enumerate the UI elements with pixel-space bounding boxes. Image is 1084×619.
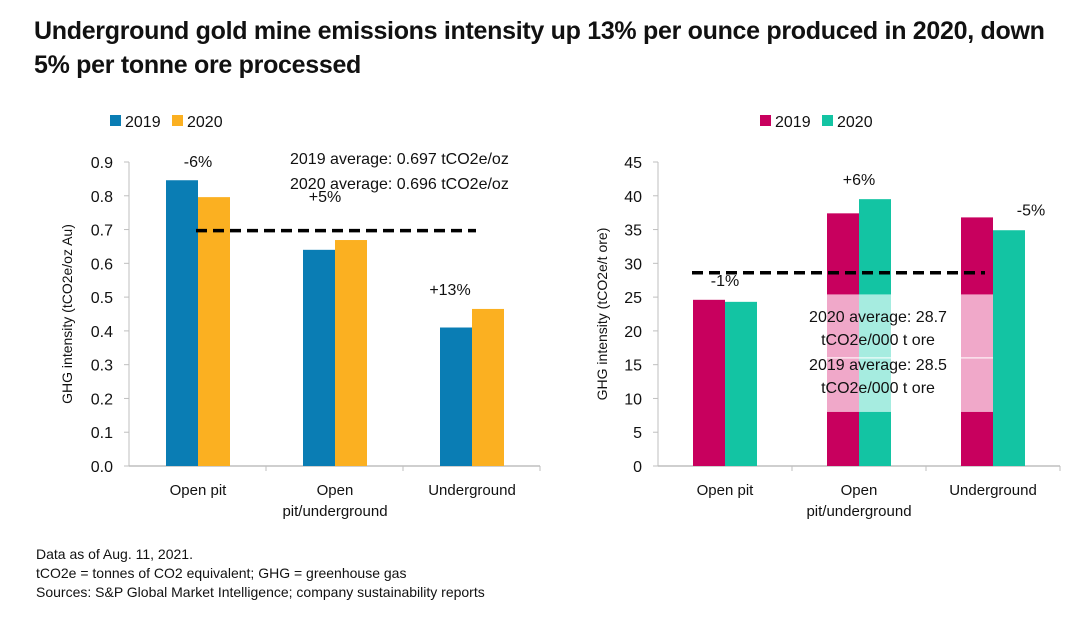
chart1-change-label-0: -6% xyxy=(184,154,212,171)
chart2-bar-2019-0 xyxy=(693,299,725,466)
chart2-legend-swatch-2020 xyxy=(822,115,833,126)
chart1-bar-2019-2 xyxy=(440,327,472,466)
chart1-y-tick-label: 0.0 xyxy=(91,459,113,476)
chart1-y-tick-label: 0.4 xyxy=(91,324,113,341)
chart2-change-label-0: -1% xyxy=(711,273,739,290)
chart2-y-tick-label: 10 xyxy=(624,391,642,408)
chart2-change-label-1: +6% xyxy=(843,172,875,189)
chart1-average-note-0: 2019 average: 0.697 tCO2e/oz xyxy=(290,151,509,168)
chart1-bar-2019-1 xyxy=(303,249,335,466)
chart1-y-tick-label: 0.9 xyxy=(91,155,113,172)
chart2-x-category-label: Open xyxy=(841,482,878,499)
chart2-y-tick-label: 25 xyxy=(624,290,642,307)
chart1-y-tick-label: 0.2 xyxy=(91,391,113,408)
chart2-y-tick-label: 35 xyxy=(624,223,642,240)
chart2-average-note-0-1: tCO2e/000 t ore xyxy=(821,332,935,349)
footnotes: Data as of Aug. 11, 2021. tCO2e = tonnes… xyxy=(36,545,485,602)
chart2-average-note-0-0: 2020 average: 28.7 xyxy=(809,309,947,326)
chart2-y-tick-label: 20 xyxy=(624,324,642,341)
chart2-legend-label-2020: 2020 xyxy=(837,114,873,131)
chart2-change-label-2: -5% xyxy=(1017,202,1045,219)
chart1-y-tick-label: 0.3 xyxy=(91,358,113,375)
chart2-average-note-1-1: tCO2e/000 t ore xyxy=(821,380,935,397)
chart2-y-tick-label: 45 xyxy=(624,155,642,172)
chart1-average-note-1: 2020 average: 0.696 tCO2e/oz xyxy=(290,176,509,193)
chart2-x-category-label: Underground xyxy=(949,482,1037,499)
chart2-x-category-label: pit/underground xyxy=(806,503,911,520)
chart1-bar-2020-1 xyxy=(335,240,367,466)
chart1-legend-swatch-2019 xyxy=(110,115,121,126)
chart1-x-category-label: Open xyxy=(317,482,354,499)
chart1-change-label-1: +5% xyxy=(309,189,341,206)
chart2-y-tick-label: 30 xyxy=(624,256,642,273)
footnote-date: Data as of Aug. 11, 2021. xyxy=(36,546,193,562)
chart2-y-tick-label: 15 xyxy=(624,358,642,375)
chart1-change-label-2: +13% xyxy=(429,282,470,299)
chart1-bar-2020-2 xyxy=(472,308,504,466)
chart2-legend-label-2019: 2019 xyxy=(775,114,811,131)
chart2-y-axis-title: GHG intensity (tCO2e/t ore) xyxy=(594,228,610,401)
chart1-y-tick-label: 0.6 xyxy=(91,256,113,273)
chart1-legend-label-2020: 2020 xyxy=(187,114,223,131)
footnote-definitions: tCO2e = tonnes of CO2 equivalent; GHG = … xyxy=(36,565,407,581)
chart2-bar-2020-2 xyxy=(993,230,1025,466)
chart1-x-category-label: pit/underground xyxy=(282,503,387,520)
chart2-note-panel-2020-mid xyxy=(859,294,891,412)
chart1-y-tick-label: 0.5 xyxy=(91,290,113,307)
chart2-note-panel-2019-mid xyxy=(827,294,859,412)
chart2-bar-2020-0 xyxy=(725,301,757,466)
chart1-legend-label-2019: 2019 xyxy=(125,114,161,131)
chart2-note-panel-2019-right xyxy=(961,294,993,412)
chart1-y-tick-label: 0.1 xyxy=(91,425,113,442)
footnote-sources: Sources: S&P Global Market Intelligence;… xyxy=(36,584,485,600)
chart1-y-axis-title: GHG intensity (tCO2e/oz Au) xyxy=(59,224,75,404)
chart2-y-tick-label: 40 xyxy=(624,189,642,206)
chart2-legend-swatch-2019 xyxy=(760,115,771,126)
chart1-legend-swatch-2020 xyxy=(172,115,183,126)
chart2-y-tick-label: 5 xyxy=(633,425,642,442)
chart1-y-tick-label: 0.8 xyxy=(91,189,113,206)
chart1-bar-2019-0 xyxy=(166,180,198,467)
chart2-y-tick-label: 0 xyxy=(633,459,642,476)
chart1-x-category-label: Underground xyxy=(428,482,516,499)
chart-title: Underground gold mine emissions intensit… xyxy=(34,17,1045,79)
chart2-average-note-1-0: 2019 average: 28.5 xyxy=(809,357,947,374)
chart1-x-category-label: Open pit xyxy=(170,482,228,499)
chart2-x-category-label: Open pit xyxy=(697,482,755,499)
chart1-bar-2020-0 xyxy=(198,197,230,466)
chart1-y-tick-label: 0.7 xyxy=(91,223,113,240)
